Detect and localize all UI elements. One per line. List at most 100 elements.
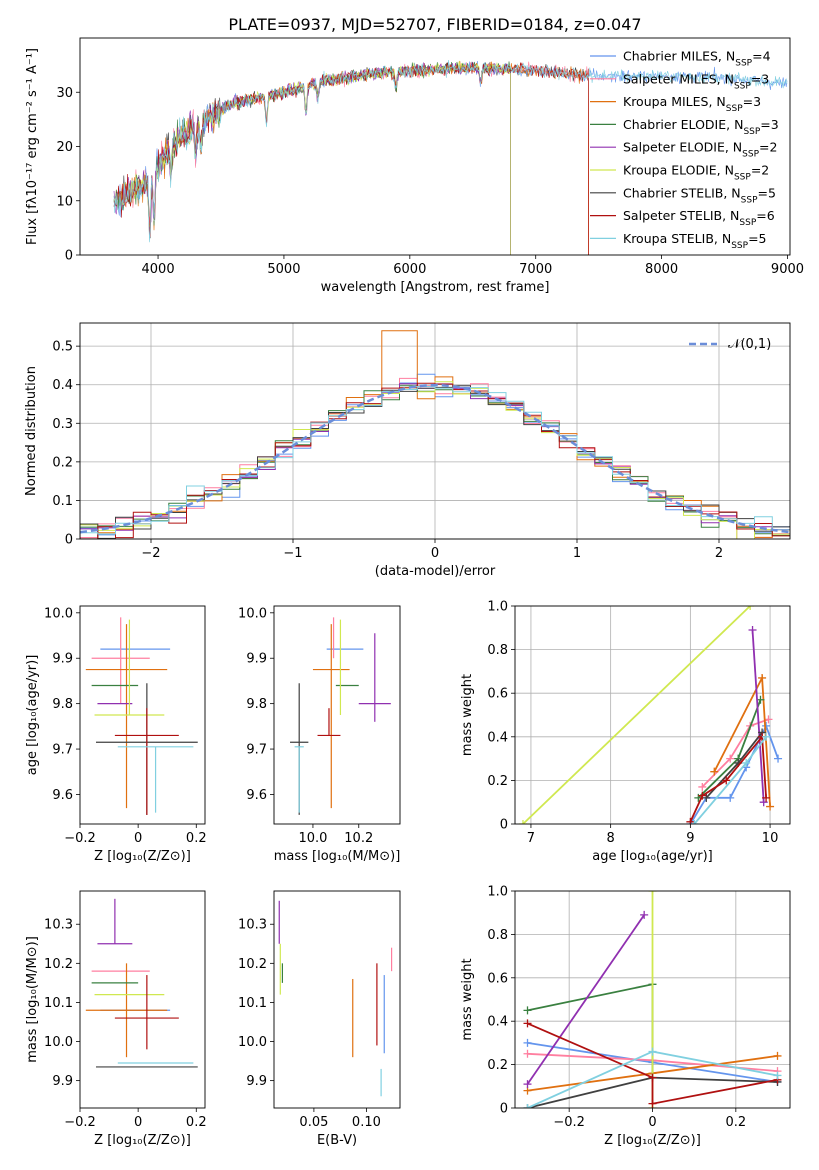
spectrum-xtick-label: 7000 (519, 262, 552, 277)
residuals-ytick-label: 0.3 (52, 417, 73, 432)
weight-vs-age-marker (746, 606, 755, 610)
spectrum-xtick-label: 5000 (267, 262, 300, 277)
spectrum-ytick-label: 10 (56, 194, 73, 209)
spectrum-xtick-label: 8000 (645, 262, 678, 277)
weight-vs-Z-axes: −0.2 0 0.2 0 0.2 0.4 0.6 0.8 1.0 Z [log₁₀(Z/Z⊙)] m… (460, 885, 790, 1148)
residuals-xtick-label: −2 (141, 546, 160, 561)
age-vs-mass-ytick-label: 9.6 (246, 788, 267, 803)
age-vs-mass-point (312, 624, 350, 809)
weight-vs-age-marker (762, 732, 771, 741)
weight-vs-Z-series-line (526, 914, 645, 1085)
residuals-histogram (80, 386, 790, 537)
spectrum-ytick-label: 20 (56, 140, 73, 155)
weight-vs-age-marker (686, 817, 695, 824)
spectrum-ytick-label: 30 (56, 86, 73, 101)
weight-vs-age-xtick-label: 10 (762, 831, 779, 846)
weight-vs-age-marker (759, 798, 768, 807)
spectrum-frame (79, 37, 791, 256)
weight-vs-age-marker (762, 793, 771, 802)
weight-vs-age-ytick-label: 0.6 (487, 687, 508, 702)
weight-vs-age-axes: 7 8 9 10 0 0.2 0.4 0.6 0.8 1.0 age [log₁₀(age/yr)]… (460, 600, 790, 864)
weight-vs-age-marker (726, 754, 735, 763)
residuals-ytick-label: 0.5 (52, 340, 73, 355)
residuals-frame (79, 322, 791, 540)
residuals-xtick-label: −1 (283, 546, 302, 561)
residuals-normal-curve (79, 383, 791, 534)
weight-vs-Z-marker (648, 1047, 657, 1056)
mass-vs-ebv-xtick-label: 0.05 (299, 1115, 328, 1130)
weight-vs-Z-marker (523, 1104, 532, 1108)
mass-vs-Z-frame (79, 890, 206, 1109)
spectrum-xtick-label: 6000 (393, 262, 426, 277)
residuals-ytick-label: 0.4 (52, 378, 73, 393)
weight-vs-Z-marker (773, 1071, 782, 1080)
age-vs-Z-point (85, 624, 168, 809)
residuals-ytick-label: 0.1 (52, 494, 73, 509)
weight-vs-age-xtick-label: 8 (607, 831, 615, 846)
age-vs-mass-point (317, 708, 341, 737)
age-vs-mass-axes: 10.0 10.2 9.6 9.7 9.8 9.9 10.0 mass [log₁₀(M/M⊙… (238, 606, 400, 864)
weight-vs-Z-marker (648, 1099, 657, 1108)
mass-vs-Z-ytick-label: 10.3 (44, 918, 73, 933)
weight-vs-Z-xtick-label: 0 (648, 1115, 656, 1130)
spectrum-series-line (113, 60, 511, 255)
weight-vs-age-ytick-label: 0.2 (487, 774, 508, 789)
age-vs-mass-frame (273, 605, 401, 825)
weight-vs-Z-ytick-label: 0 (500, 1102, 508, 1117)
age-vs-Z-ylabel: age [log₁₀(age/yr)] (25, 655, 40, 776)
age-vs-mass-ytick-label: 9.7 (246, 743, 267, 758)
age-vs-Z-point (91, 617, 150, 704)
age-vs-Z-xtick-label: 0.2 (186, 831, 207, 846)
weight-vs-Z-xtick-label: 0.2 (725, 1115, 746, 1130)
age-vs-Z-point (117, 746, 194, 813)
age-vs-mass-ytick-label: 9.8 (246, 697, 267, 712)
weight-vs-Z-marker (523, 1080, 532, 1089)
weight-vs-Z-frame (514, 890, 791, 1109)
mass-vs-ebv-axes: 0.05 0.10 9.9 10.0 10.1 10.2 10.3 E(B-V) (238, 918, 381, 1148)
weight-vs-age-marker (518, 820, 527, 824)
mass-vs-Z-ytick-label: 10.0 (44, 1035, 73, 1050)
spectrum-legend-label: Salpeter MILES, NSSP=3 (623, 71, 769, 91)
spectrum-series-line (113, 61, 511, 255)
spectrum-series-line (113, 60, 589, 255)
mass-vs-Z-point (114, 975, 179, 1050)
spectrum-legend-label: Chabrier MILES, NSSP=4 (623, 49, 771, 69)
weight-vs-age-marker (710, 767, 719, 776)
spectrum-series-line (113, 61, 589, 255)
weight-vs-age-marker (766, 802, 775, 811)
weight-vs-Z-ytick-label: 0.2 (487, 1058, 508, 1073)
age-vs-Z-ytick-label: 9.8 (52, 697, 73, 712)
age-vs-mass-xtick-label: 10.2 (344, 831, 373, 846)
age-vs-Z-axes: −0.2 0 0.2 9.6 9.7 9.8 9.9 10.0 Z [log₁₀(Z/Z⊙)] a… (25, 606, 207, 864)
spectrum-legend-label: Chabrier STELIB, NSSP=5 (623, 185, 776, 205)
mass-vs-Z-xtick-label: −0.2 (64, 1115, 96, 1130)
weight-vs-age-marker (774, 754, 783, 763)
spectrum-series-line (113, 61, 589, 255)
spectrum-xtick-label: 4000 (142, 262, 175, 277)
spectrum-legend-label: Chabrier ELODIE, NSSP=3 (623, 117, 779, 137)
age-vs-Z-ytick-label: 9.9 (52, 652, 73, 667)
chart-title: PLATE=0937, MJD=52707, FIBERID=0184, z=0… (228, 15, 641, 34)
spectrum-ylabel: Flux [fλ10⁻¹⁷ erg cm⁻² s⁻¹ A⁻¹] (25, 48, 40, 245)
age-vs-mass-point (294, 746, 304, 813)
spectrum-legend-label: Kroupa MILES, NSSP=3 (623, 94, 761, 114)
weight-vs-age-ytick-label: 0.8 (487, 643, 508, 658)
mass-vs-Z-ytick-label: 10.2 (44, 957, 73, 972)
mass-vs-Z-xtick-label: 0.2 (186, 1115, 207, 1130)
weight-vs-Z-ytick-label: 0.8 (487, 928, 508, 943)
weight-vs-Z-marker (640, 910, 649, 919)
mass-vs-ebv-xtick-label: 0.10 (352, 1115, 381, 1130)
mass-vs-ebv-ytick-label: 10.2 (238, 957, 267, 972)
weight-vs-age-ylabel: mass weight (460, 674, 475, 756)
mass-vs-Z-axes: −0.2 0 0.2 9.9 10.0 10.1 10.2 10.3 Z [log₁₀(Z/Z⊙… (25, 918, 207, 1148)
weight-vs-age-marker (758, 673, 767, 682)
weight-vs-age-marker (722, 776, 731, 785)
mass-vs-Z-xtick-label: 0 (134, 1115, 142, 1130)
mass-vs-ebv-ytick-label: 10.0 (238, 1035, 267, 1050)
mass-vs-Z-point (85, 963, 168, 1058)
spectrum-axes: 4000 5000 6000 7000 8000 9000 0 10 20 30 wavelengt… (25, 48, 804, 295)
age-vs-mass-ytick-label: 9.9 (246, 652, 267, 667)
age-vs-Z-ytick-label: 10.0 (44, 606, 73, 621)
mass-vs-Z-xlabel: Z [log₁₀(Z/Z⊙)] (94, 1133, 191, 1148)
